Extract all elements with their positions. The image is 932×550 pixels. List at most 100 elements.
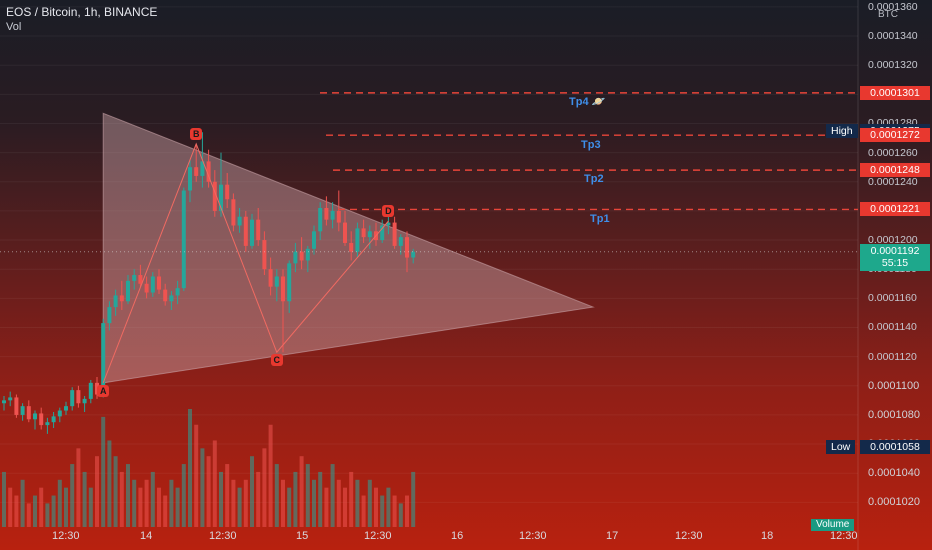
volume-axis-badge: Volume xyxy=(811,519,855,531)
candle-body xyxy=(206,161,211,182)
candle-body xyxy=(330,210,335,220)
volume-bar xyxy=(349,471,354,527)
volume-bar xyxy=(361,495,366,527)
volume-bar xyxy=(2,471,6,527)
volume-indicator-label[interactable]: Vol xyxy=(6,21,22,33)
candle-body xyxy=(250,219,254,246)
price-axis-tick: 0.0001080 xyxy=(868,408,920,421)
triangle-pattern xyxy=(102,112,595,384)
candle-body xyxy=(200,161,205,176)
volume-bar xyxy=(299,456,304,527)
abcd-pattern-line xyxy=(102,142,389,384)
volume-bar xyxy=(194,424,199,527)
volume-bar xyxy=(39,487,44,527)
time-axis-tick: 12:30 xyxy=(519,530,547,542)
candle-body xyxy=(76,390,81,404)
volume-bar xyxy=(243,479,248,527)
price-tag: 0.0001248 xyxy=(860,163,930,178)
volume-bar xyxy=(70,464,75,527)
candle-body xyxy=(181,190,186,289)
volume-bar xyxy=(95,456,99,527)
time-axis-tick: 12:30 xyxy=(830,530,858,542)
volume-bar xyxy=(101,416,106,527)
candle-body xyxy=(355,228,360,252)
pattern-point-c: C xyxy=(270,354,283,367)
volume-bar xyxy=(150,471,155,527)
candle-body xyxy=(101,323,106,395)
candle-body xyxy=(212,181,217,211)
volume-bar xyxy=(181,464,186,527)
price-axis-tick: 0.0001360 xyxy=(868,0,918,13)
volume-bar xyxy=(219,471,223,527)
volume-bar xyxy=(138,487,143,527)
time-axis-tick: 12:30 xyxy=(675,530,703,542)
candle-body xyxy=(237,216,242,226)
volume-bar xyxy=(330,464,335,527)
volume-bar xyxy=(57,479,62,527)
volume-bar xyxy=(82,471,87,527)
current-price-tag: 0.0001192 55:15 xyxy=(860,243,930,271)
volume-bar xyxy=(262,448,267,527)
candle-body xyxy=(82,398,87,404)
price-axis-tick: 0.0001200 xyxy=(868,234,918,247)
volume-bar xyxy=(126,464,130,527)
candle-body xyxy=(411,251,416,258)
volume-bar xyxy=(107,440,112,527)
volume-bar xyxy=(212,440,217,527)
price-axis-tick: 0.0001260 xyxy=(868,146,918,159)
volume-bar xyxy=(281,479,285,527)
volume-bar xyxy=(380,495,385,527)
time-axis-tick: 17 xyxy=(606,530,619,542)
price-axis-tick: 0.0001120 xyxy=(868,350,917,363)
volume-bar xyxy=(386,487,391,527)
candle-body xyxy=(268,269,273,287)
volume-bar xyxy=(51,495,56,527)
candle-body xyxy=(8,397,13,401)
candle-body xyxy=(349,242,354,252)
target-label: Tp4 🪐 xyxy=(569,95,606,108)
price-axis-tick: 0.0001040 xyxy=(868,467,920,480)
volume-bar xyxy=(26,503,31,527)
candle-body xyxy=(70,390,75,407)
volume-bar xyxy=(305,464,310,527)
candle-body xyxy=(163,289,168,302)
candle-body xyxy=(175,288,180,296)
candle-body xyxy=(299,251,304,261)
symbol-title[interactable]: EOS / Bitcoin, 1h, BINANCE xyxy=(6,5,158,19)
volume-bar xyxy=(88,487,93,527)
time-axis-tick: 18 xyxy=(761,530,774,542)
candle-body xyxy=(293,251,298,264)
volume-bar xyxy=(225,464,230,527)
candle-body xyxy=(274,276,279,287)
candle-body xyxy=(57,410,62,417)
candle-body xyxy=(262,240,267,270)
candle-body xyxy=(243,216,248,246)
candle-body xyxy=(392,222,397,246)
volume-bar xyxy=(33,495,37,527)
candle-body xyxy=(324,208,329,220)
volume-bar xyxy=(8,487,13,527)
price-axis-tick: 0.0001340 xyxy=(868,30,918,43)
candle-body xyxy=(51,416,56,423)
candle-body xyxy=(405,237,409,258)
pattern-point-d: D xyxy=(382,205,395,218)
candle-body xyxy=(219,184,223,211)
price-axis-tick: 0.0001320 xyxy=(868,59,918,72)
volume-bar xyxy=(237,487,242,527)
volume-bar xyxy=(250,456,254,527)
candle-body xyxy=(2,400,6,404)
volume-bar xyxy=(367,479,372,527)
candle-body xyxy=(132,275,137,281)
target-label: Tp3 xyxy=(581,139,601,152)
price-axis-tick: 0.0001160 xyxy=(868,292,917,305)
volume-bar xyxy=(231,479,236,527)
candle-body xyxy=(45,422,50,426)
candle-body xyxy=(398,237,403,246)
volume-bar xyxy=(200,448,205,527)
pattern-point-b: B xyxy=(190,127,203,140)
volume-bar xyxy=(64,487,68,527)
candle-body xyxy=(318,208,323,232)
price-axis-tick: 0.0001140 xyxy=(868,321,917,334)
candle-body xyxy=(169,295,174,302)
